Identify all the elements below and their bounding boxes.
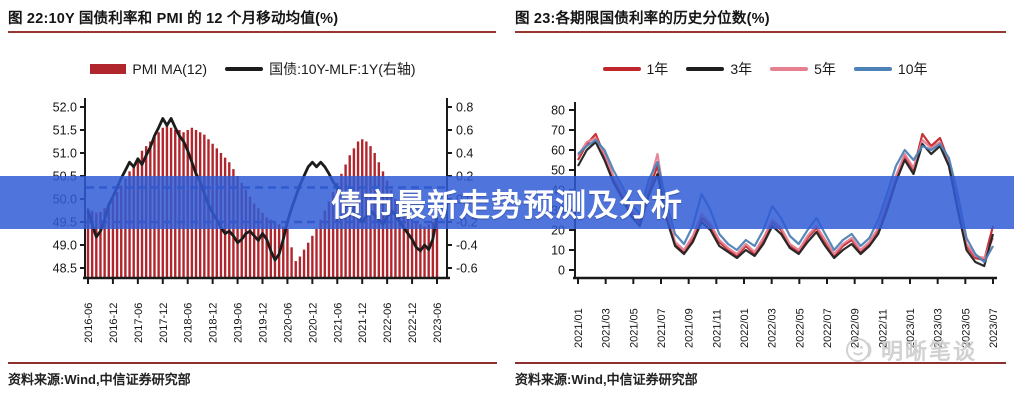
y-tick-label: 50 bbox=[551, 164, 565, 178]
x-tick-label: 2021/03 bbox=[601, 308, 613, 348]
x-tick-label: 2022/01 bbox=[739, 308, 751, 348]
left-title-rule bbox=[8, 31, 496, 33]
x-tick-label: 2021/01 bbox=[573, 308, 585, 348]
y-right-tick-label: 0.8 bbox=[456, 101, 473, 115]
legend-item: 5年 bbox=[770, 59, 836, 79]
watermark: 明晰笔谈 bbox=[843, 334, 977, 366]
x-tick-label: 2022-12 bbox=[407, 303, 419, 343]
legend-swatch-icon bbox=[770, 67, 809, 71]
left-source-rule bbox=[8, 362, 497, 364]
x-tick-label: 2023/03 bbox=[933, 308, 945, 348]
x-tick-label: 2016-06 bbox=[83, 303, 95, 343]
bond-yield-percentile-chart: 807060504030201002021/012021/032021/0520… bbox=[551, 102, 1000, 348]
left-chart-title: 图 22:10Y 国债利率和 PMI 的 12 个月移动均值(%) bbox=[8, 11, 339, 27]
x-tick-label: 2022/05 bbox=[794, 308, 806, 348]
x-tick-label: 2019-12 bbox=[258, 303, 270, 343]
y-tick-label: 0 bbox=[558, 264, 565, 278]
legend-label: PMI MA(12) bbox=[132, 61, 208, 77]
right-source-rule bbox=[515, 362, 1006, 364]
legend-swatch-icon bbox=[90, 64, 127, 74]
legend-label: 3年 bbox=[730, 61, 753, 77]
y-right-tick-label: 0.6 bbox=[456, 124, 473, 138]
legend-item: 1年 bbox=[602, 59, 669, 79]
y-left-tick-label: 52.0 bbox=[53, 101, 77, 115]
y-tick-label: 80 bbox=[551, 104, 565, 118]
watermark-smiley-icon bbox=[846, 338, 872, 362]
watermark-text: 明晰笔谈 bbox=[881, 339, 978, 364]
x-tick-label: 2021/05 bbox=[628, 308, 640, 348]
x-tick-label: 2022/03 bbox=[767, 308, 779, 348]
right-title-rule bbox=[515, 31, 1006, 33]
headline-banner: 债市最新走势预测及分析 bbox=[0, 176, 1014, 229]
left-chart-legend: PMI MA(12) 国债:10Y-MLF:1Y(右轴) bbox=[38, 57, 468, 81]
x-tick-label: 2021/11 bbox=[711, 309, 723, 348]
y-tick-label: 70 bbox=[551, 124, 565, 138]
x-tick-label: 2022/11 bbox=[877, 309, 889, 348]
y-right-tick-label: 0.4 bbox=[456, 147, 473, 161]
x-tick-label: 2016-12 bbox=[108, 303, 120, 343]
y-right-tick-label: -0.6 bbox=[456, 262, 478, 276]
legend-item: 3年 bbox=[686, 59, 752, 79]
x-tick-label: 2022-06 bbox=[382, 303, 394, 343]
y-right-tick-label: -0.4 bbox=[456, 239, 478, 253]
x-tick-label: 2020-06 bbox=[282, 303, 294, 343]
legend-item: 国债:10Y-MLF:1Y(右轴) bbox=[225, 59, 416, 79]
x-tick-label: 2018-12 bbox=[208, 303, 220, 343]
right-chart-title: 图 23:各期限国债利率的历史分位数(%) bbox=[515, 11, 770, 27]
right-chart-legend: 1年 3年 5年 10年 bbox=[545, 57, 985, 81]
legend-swatch-icon bbox=[686, 67, 725, 71]
x-tick-label: 2017-06 bbox=[133, 303, 145, 343]
legend-swatch-icon bbox=[602, 67, 641, 71]
legend-item: 10年 bbox=[853, 59, 928, 79]
headline-banner-text: 债市最新走势预测及分析 bbox=[331, 188, 683, 223]
x-tick-label: 2023/01 bbox=[905, 308, 917, 348]
x-tick-label: 2023/05 bbox=[960, 308, 972, 348]
y-left-tick-label: 49.0 bbox=[53, 239, 77, 253]
x-tick-label: 2017-12 bbox=[158, 303, 170, 343]
x-tick-label: 2020-12 bbox=[307, 303, 319, 343]
y-left-tick-label: 48.5 bbox=[53, 262, 77, 276]
left-source-text: 资料来源:Wind,中信证券研究部 bbox=[8, 372, 191, 387]
x-tick-label: 2023/07 bbox=[988, 308, 1000, 348]
right-source-text: 资料来源:Wind,中信证券研究部 bbox=[515, 372, 698, 387]
y-left-tick-label: 51.0 bbox=[53, 147, 77, 161]
x-tick-label: 2022/07 bbox=[822, 308, 834, 348]
y-tick-label: 10 bbox=[551, 244, 565, 258]
x-tick-label: 2019-06 bbox=[233, 303, 245, 343]
y-tick-label: 60 bbox=[551, 144, 565, 158]
x-tick-label: 2021/09 bbox=[684, 308, 696, 348]
legend-label: 10年 bbox=[897, 61, 928, 77]
legend-label: 国债:10Y-MLF:1Y(右轴) bbox=[269, 61, 416, 77]
legend-item: PMI MA(12) bbox=[90, 61, 207, 77]
x-tick-label: 2021-06 bbox=[332, 303, 344, 343]
x-tick-label: 2018-06 bbox=[183, 303, 195, 343]
legend-label: 5年 bbox=[814, 61, 836, 77]
legend-swatch-icon bbox=[853, 67, 892, 71]
x-tick-label: 2023-06 bbox=[432, 303, 444, 343]
x-tick-label: 2021-12 bbox=[357, 303, 369, 343]
x-tick-label: 2021/07 bbox=[656, 308, 668, 348]
y-left-tick-label: 51.5 bbox=[53, 124, 77, 138]
legend-label: 1年 bbox=[646, 61, 669, 77]
legend-swatch-icon bbox=[225, 67, 264, 71]
